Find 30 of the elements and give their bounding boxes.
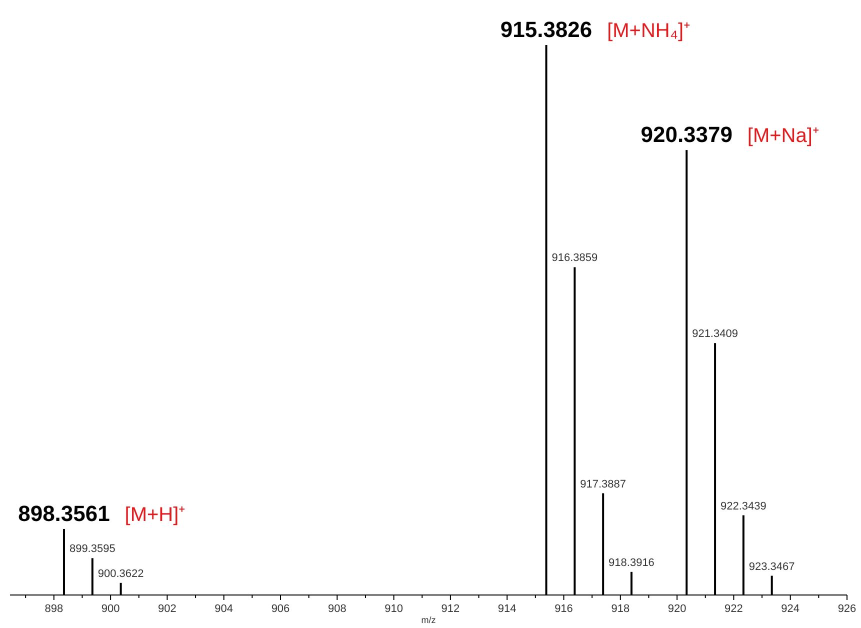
x-tick-label: 916 — [554, 603, 573, 615]
x-tick-label: 908 — [328, 603, 346, 615]
annotation: 899.3595 — [69, 543, 116, 556]
x-tick-label: 912 — [441, 603, 460, 615]
x-tick-label: 922 — [724, 603, 743, 615]
annotation: 920.3379 — [640, 122, 733, 148]
annotation: [M+Na]⁺ — [747, 125, 820, 148]
text: [M+NH₄]⁺ — [607, 20, 691, 42]
annotation: 900.3622 — [98, 568, 144, 580]
x-tick-label: 906 — [271, 603, 290, 615]
x-tick-label: 902 — [158, 603, 176, 615]
x-tick-label: 904 — [214, 603, 234, 615]
x-tick-label: 914 — [498, 603, 516, 615]
annotation: 921.3409 — [692, 328, 738, 340]
x-tick-label: 900 — [101, 603, 120, 615]
annotation: 923.3467 — [748, 560, 795, 573]
x-tick-label: 926 — [838, 603, 856, 615]
annotation: 915.3826 — [500, 17, 592, 42]
annotation: 918.3916 — [608, 556, 654, 569]
annotation: 922.3439 — [720, 500, 766, 512]
x-tick-label: 924 — [781, 603, 800, 615]
annotation: [M+H]⁺ — [124, 504, 186, 526]
x-tick-label: 910 — [384, 603, 403, 615]
annotation: 917.3887 — [580, 478, 626, 490]
annotation: 916.3859 — [552, 252, 598, 264]
x-tick-label: 918 — [611, 603, 630, 615]
x-tick-label: 898 — [44, 603, 64, 615]
x-tick-label: 920 — [668, 603, 686, 615]
annotation: 898.3561 — [18, 501, 110, 526]
x-axis-title: m/z — [421, 615, 436, 625]
